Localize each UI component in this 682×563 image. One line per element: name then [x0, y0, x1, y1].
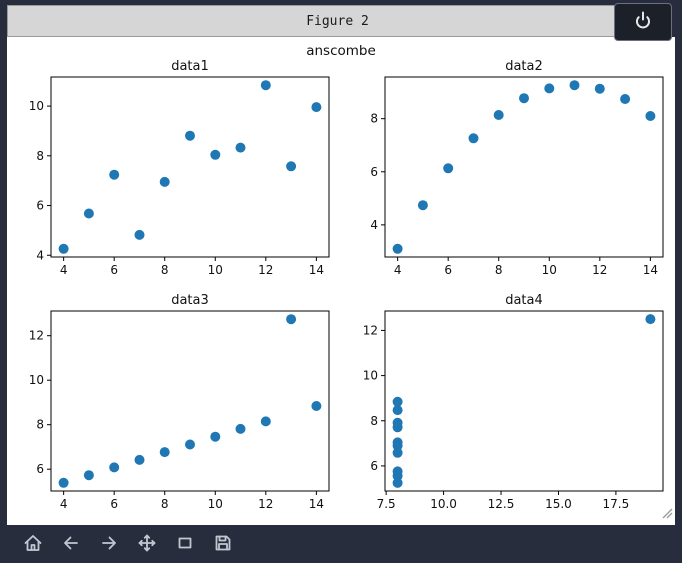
svg-text:12: 12	[29, 329, 44, 343]
subplot-data2: data2 4 6 8 10 12 14 4 6 8	[341, 55, 675, 285]
svg-text:8: 8	[161, 263, 169, 277]
svg-text:4: 4	[370, 218, 378, 232]
svg-text:10.0: 10.0	[430, 497, 457, 511]
window-title: Figure 2	[306, 13, 369, 29]
svg-text:6: 6	[110, 263, 118, 277]
svg-text:17.5: 17.5	[603, 497, 630, 511]
svg-text:12.5: 12.5	[488, 497, 515, 511]
svg-text:6: 6	[36, 462, 44, 476]
svg-text:6: 6	[370, 165, 378, 179]
svg-text:10: 10	[29, 99, 44, 113]
window-titlebar[interactable]: Figure 2	[7, 5, 668, 37]
svg-text:10: 10	[29, 373, 44, 387]
back-icon	[61, 533, 81, 556]
svg-text:8: 8	[370, 112, 378, 126]
pan-icon	[137, 533, 157, 556]
svg-text:10: 10	[208, 497, 223, 511]
navigation-toolbar	[7, 525, 675, 563]
home-button[interactable]	[17, 530, 49, 558]
save-button[interactable]	[207, 530, 239, 558]
subplot-data1: data1 4 6 8 10 12 14 4 6 8 10	[7, 55, 341, 285]
svg-text:8: 8	[495, 263, 503, 277]
svg-text:8: 8	[36, 149, 44, 163]
svg-text:4: 4	[60, 263, 68, 277]
svg-text:data1: data1	[171, 59, 209, 74]
subplot-data3: data3 4 6 8 10 12 14 6 8 10 12	[7, 289, 341, 519]
svg-text:8: 8	[370, 414, 378, 428]
figure-canvas[interactable]: anscombe data1 4 6 8 10 12 14 4 6 8 10 data2 4 6 8 10 1…	[7, 37, 675, 525]
svg-text:8: 8	[36, 418, 44, 432]
svg-text:data4: data4	[505, 293, 543, 308]
figure-suptitle: anscombe	[306, 43, 376, 59]
svg-text:data3: data3	[171, 293, 209, 308]
forward-icon	[99, 533, 119, 556]
svg-text:7.5: 7.5	[377, 497, 396, 511]
svg-text:12: 12	[258, 497, 273, 511]
svg-text:6: 6	[110, 497, 118, 511]
resize-grip[interactable]	[659, 504, 673, 523]
svg-text:12: 12	[258, 263, 273, 277]
svg-text:4: 4	[60, 497, 68, 511]
svg-text:14: 14	[309, 497, 324, 511]
zoom-rect-icon	[175, 533, 195, 556]
power-button[interactable]	[614, 3, 672, 41]
svg-text:6: 6	[370, 459, 378, 473]
home-icon	[23, 533, 43, 556]
svg-text:14: 14	[643, 263, 658, 277]
svg-text:6: 6	[36, 199, 44, 213]
power-icon	[632, 9, 654, 35]
svg-text:8: 8	[161, 497, 169, 511]
pan-button[interactable]	[131, 530, 163, 558]
svg-text:10: 10	[363, 369, 378, 383]
subplot-data4: data4 7.5 10.0 12.5 15.0 17.5 6 8 10 12	[341, 289, 675, 519]
svg-text:12: 12	[592, 263, 607, 277]
svg-text:10: 10	[542, 263, 557, 277]
svg-text:12: 12	[363, 323, 378, 337]
save-icon	[213, 533, 233, 556]
forward-button[interactable]	[93, 530, 125, 558]
svg-text:14: 14	[309, 263, 324, 277]
svg-text:10: 10	[208, 263, 223, 277]
zoom-rect-button[interactable]	[169, 530, 201, 558]
back-button[interactable]	[55, 530, 87, 558]
svg-text:data2: data2	[505, 59, 543, 74]
svg-text:4: 4	[394, 263, 402, 277]
svg-text:6: 6	[444, 263, 452, 277]
svg-text:15.0: 15.0	[545, 497, 572, 511]
svg-text:4: 4	[36, 248, 44, 262]
